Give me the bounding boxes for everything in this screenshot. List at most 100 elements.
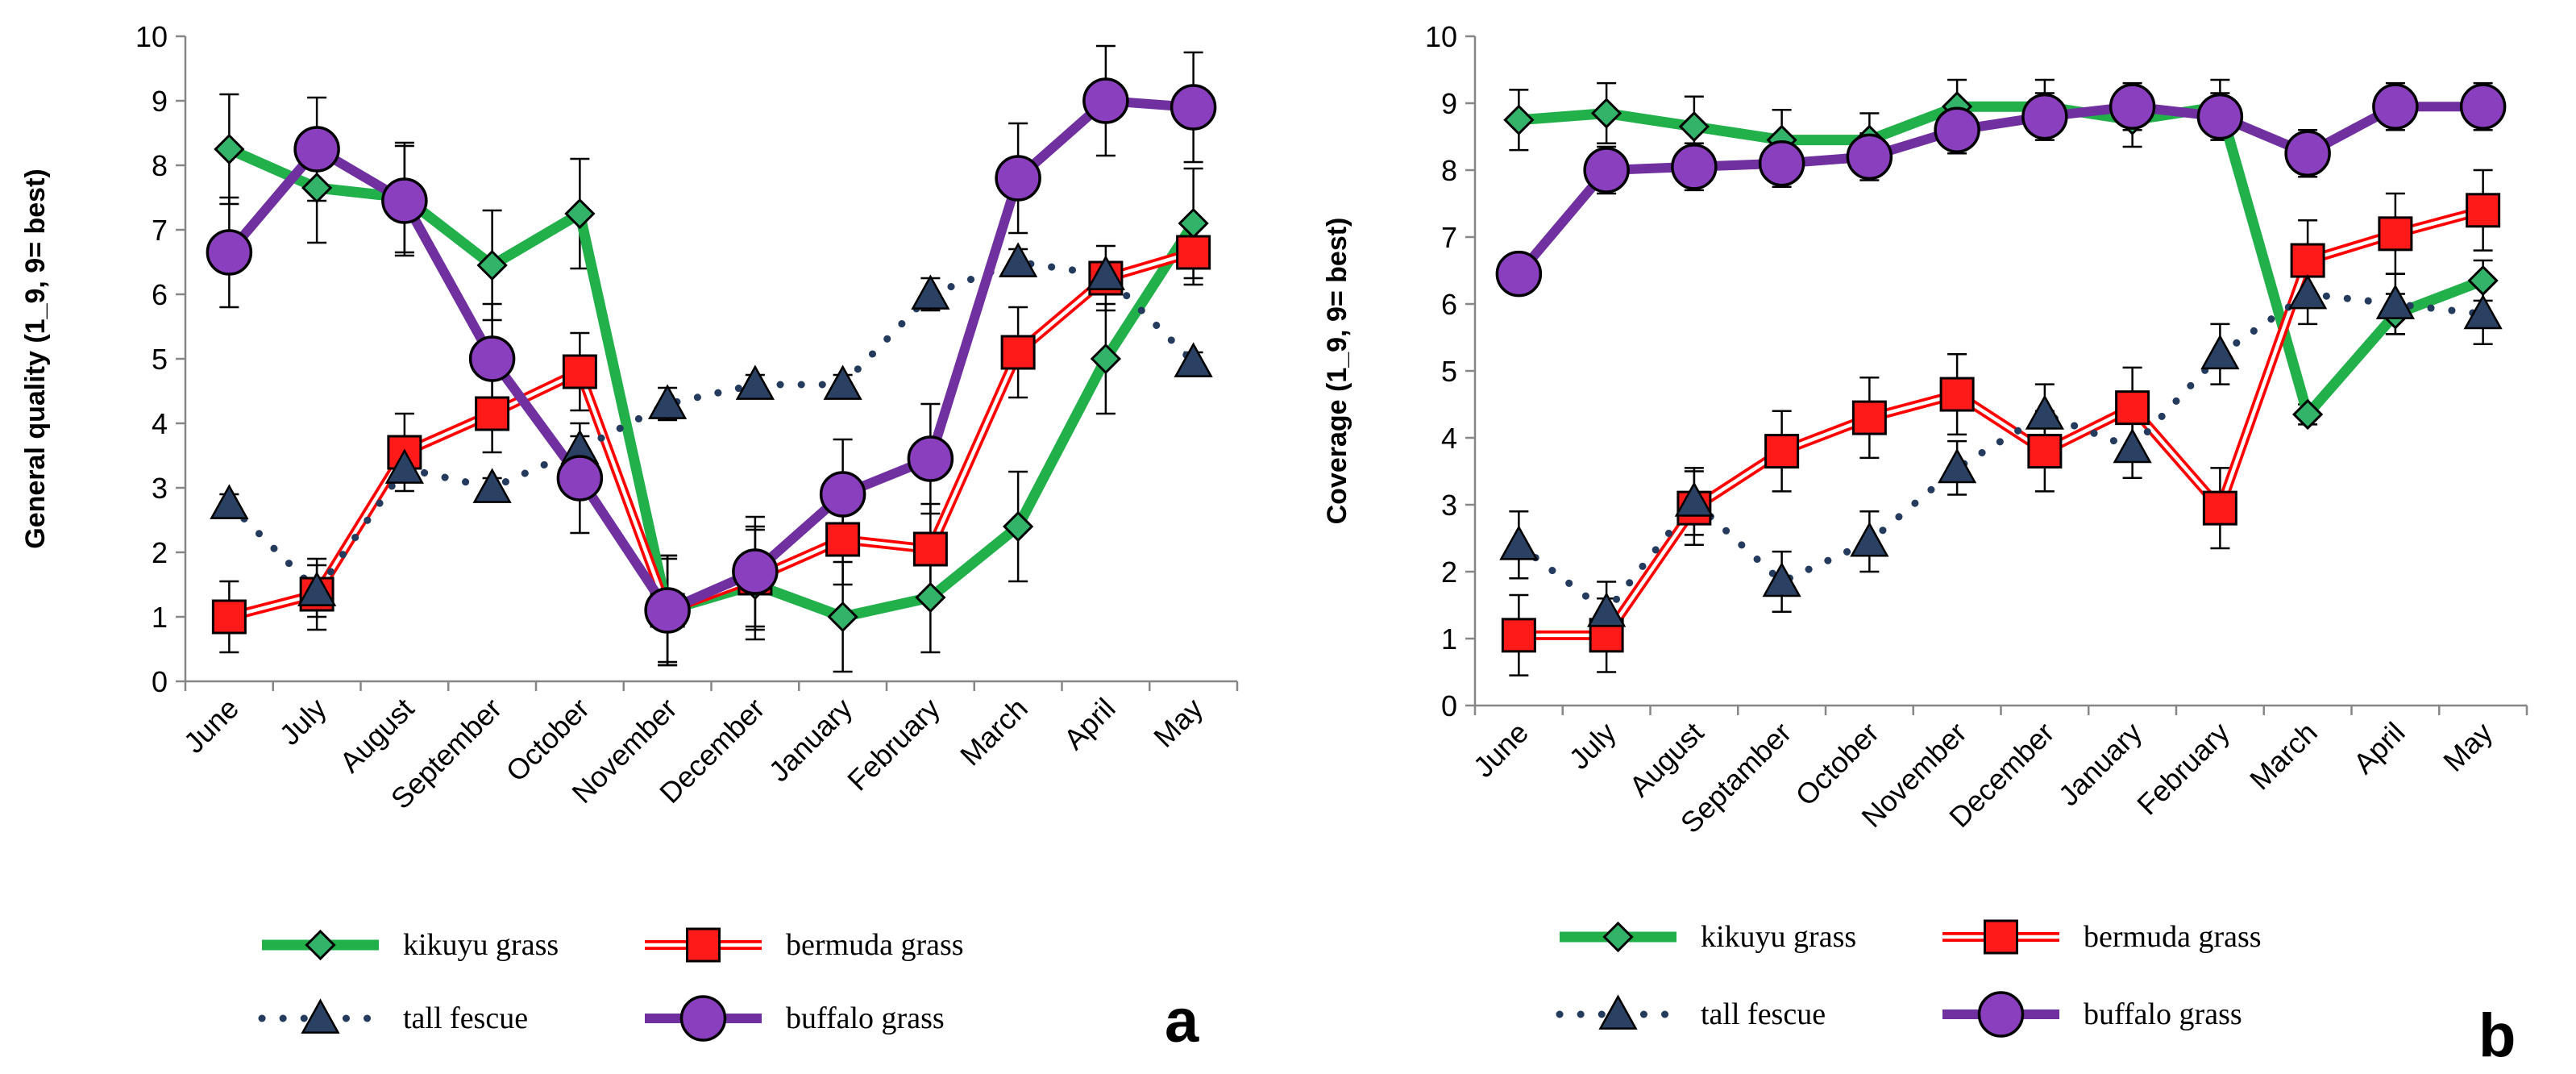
bermuda-grass-line-inner (228, 250, 1195, 619)
legend-bermuda-grass-marker (1984, 919, 2018, 955)
bermuda-grass-marker (2202, 490, 2237, 526)
tall-fescue-marker (472, 468, 512, 503)
y-tick-label: 3 (152, 472, 168, 505)
y-tick-label: 10 (1425, 20, 1457, 53)
buffalo-grass-marker (2196, 93, 2244, 140)
kikuyu-grass-marker (1678, 110, 1710, 143)
kikuyu-grass-marker (827, 601, 858, 633)
tall-fescue-marker (2113, 427, 2152, 464)
bermuda-grass-marker (1939, 377, 1975, 412)
legend-item-bermuda-grass: bermuda grass (1942, 919, 2262, 955)
buffalo-grass-marker (381, 177, 428, 224)
bermuda-grass-marker (1851, 400, 1887, 435)
y-tick-label: 1 (1441, 622, 1457, 656)
buffalo-grass-marker (1671, 144, 1718, 190)
tall-fescue-marker (384, 448, 424, 484)
kikuyu-grass-marker (214, 133, 245, 165)
y-tick-label: 9 (1441, 87, 1457, 120)
buffalo-grass-marker (206, 229, 253, 276)
tall-fescue-marker (1587, 592, 1627, 627)
tall-fescue-marker (999, 242, 1038, 277)
x-tick-label: March (954, 692, 1034, 772)
legend-buffalo-grass-marker (679, 995, 727, 1042)
legend-label: buffalo grass (786, 1001, 945, 1035)
tall-fescue-marker (1762, 561, 1801, 597)
tall-fescue-marker (911, 274, 950, 310)
x-tick-label: June (177, 692, 245, 760)
buffalo-grass-marker (1495, 250, 1543, 298)
buffalo-grass-marker (995, 155, 1041, 202)
y-tick-label: 0 (1441, 689, 1457, 722)
bermuda-grass-marker (562, 354, 597, 389)
y-tick-label: 10 (135, 20, 168, 53)
legend-item-buffalo-grass: buffalo grass (1942, 991, 2242, 1038)
tall-fescue-marker (1850, 522, 1889, 557)
legend-label: tall fescue (1701, 997, 1826, 1031)
x-tick-label: February (841, 692, 946, 797)
buffalo-grass-marker (907, 435, 954, 482)
tall-fescue-marker (735, 364, 775, 400)
tall-fescue-marker (1674, 481, 1714, 517)
buffalo-grass-line (225, 96, 1195, 615)
y-tick-label: 4 (152, 407, 168, 440)
legend-item-bermuda-grass: bermuda grass (645, 927, 964, 963)
legend-label: bermuda grass (2084, 920, 2262, 954)
kikuyu-grass-marker (2467, 264, 2499, 297)
legend-item-kikuyu-grass: kikuyu grass (262, 928, 559, 962)
tall-fescue-marker (297, 571, 337, 606)
kikuyu-grass-marker (564, 198, 596, 230)
bermuda-grass-marker (1501, 618, 1536, 653)
bermuda-grass-marker (475, 396, 510, 431)
y-tick-label: 7 (152, 214, 168, 247)
x-tick-label: July (1563, 716, 1622, 776)
legend-label: tall fescue (403, 1001, 528, 1035)
tall-fescue-marker (2288, 273, 2328, 310)
y-tick-label: 7 (1441, 221, 1457, 254)
buffalo-grass-marker (644, 587, 691, 634)
tall-fescue-marker (2375, 284, 2415, 319)
x-tick-label: August (333, 692, 420, 779)
tall-fescue-marker (648, 384, 688, 419)
kikuyu-grass-line (1518, 101, 2485, 420)
tall-fescue-marker (2463, 293, 2503, 330)
buffalo-grass-marker (468, 335, 516, 382)
tall-fescue-marker (2025, 394, 2064, 430)
x-tick-label: April (2347, 716, 2412, 781)
y-tick-label: 2 (152, 536, 168, 569)
y-tick-label: 0 (152, 665, 168, 698)
bermuda-grass-marker (1176, 235, 1211, 270)
kikuyu-grass-marker (476, 249, 508, 281)
y-tick-label: 3 (1441, 489, 1457, 522)
x-tick-label: February (2130, 716, 2236, 822)
tall-fescue-marker (1499, 525, 1539, 560)
bermuda-grass-marker (2378, 216, 2413, 252)
kikuyu-grass-marker (1503, 104, 1535, 135)
legend-buffalo-grass-marker (1977, 991, 2025, 1038)
y-tick-label: 1 (152, 601, 168, 634)
y-axis-title: Coverage (1_9, 9= best) (1322, 218, 1352, 525)
legend-tall-fescue-marker (301, 998, 340, 1034)
buffalo-grass-marker (2109, 83, 2156, 130)
buffalo-grass-marker (1934, 106, 1980, 153)
tall-fescue-marker (210, 484, 249, 519)
x-tick-label: July (273, 692, 333, 751)
legend-item-tall-fescue: tall fescue (258, 998, 528, 1035)
legend-label: kikuyu grass (1701, 920, 1856, 954)
y-tick-label: 5 (1441, 355, 1457, 388)
buffalo-grass-marker (1082, 77, 1129, 124)
y-tick-label: 2 (1441, 556, 1457, 589)
y-tick-label: 6 (152, 278, 168, 311)
kikuyu-grass-marker (1591, 98, 1622, 129)
tall-fescue-marker (1938, 448, 1977, 484)
x-tick-label: August (1622, 716, 1710, 803)
kikuyu-grass-marker (1003, 510, 1034, 543)
kikuyu-grass-marker (301, 172, 333, 204)
tall-fescue-marker (1174, 342, 1213, 377)
buffalo-grass-marker (293, 126, 340, 173)
x-tick-label: April (1057, 692, 1122, 756)
bermuda-grass-marker (2115, 390, 2150, 426)
x-tick-label: March (2243, 716, 2324, 797)
